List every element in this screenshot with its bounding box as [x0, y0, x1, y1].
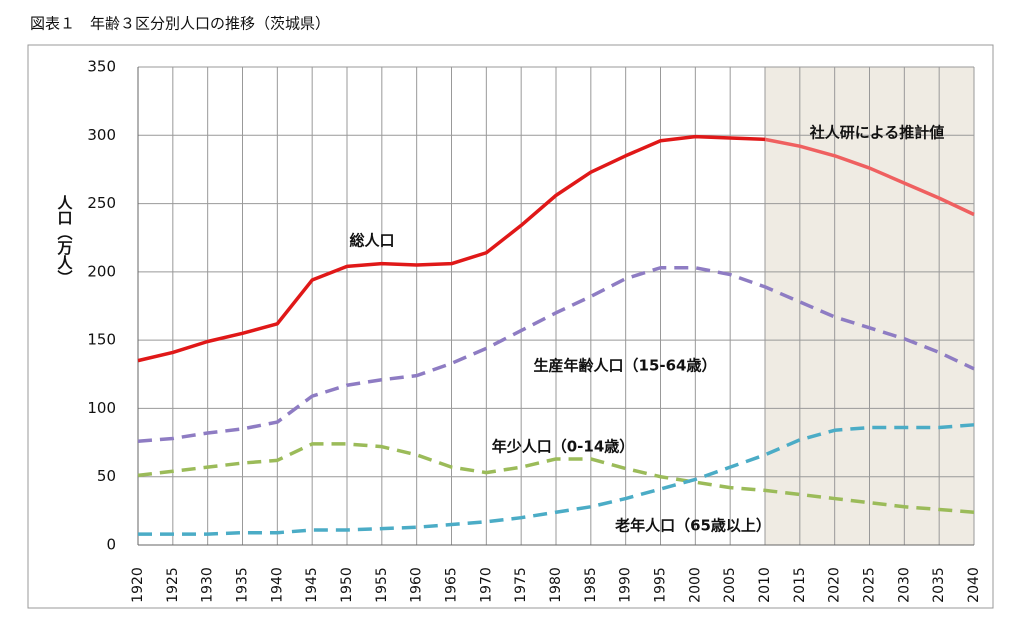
y-tick-label: 50	[97, 467, 116, 485]
y-tick-label: 200	[87, 262, 116, 280]
projection-label: 社人研による推計値	[809, 124, 945, 142]
y-tick-label: 250	[87, 194, 116, 212]
x-tick-label: 2030	[896, 567, 912, 603]
series-line	[138, 423, 975, 536]
x-tick-label: 1950	[339, 567, 355, 603]
series-label: 総人口	[349, 232, 394, 250]
x-tick-label: 1990	[618, 567, 634, 603]
series-label: 生産年齢人口（15-64歳）	[534, 357, 717, 375]
y-tick-label: 150	[87, 331, 116, 349]
x-tick-label: 1955	[374, 567, 390, 603]
x-tick-label: 1935	[235, 567, 251, 603]
series-line	[137, 442, 975, 514]
x-tick-label: 2015	[792, 567, 808, 603]
x-tick-label: 2010	[757, 567, 773, 603]
x-tick-label: 1975	[513, 567, 529, 603]
x-tick-label: 1970	[478, 567, 494, 603]
x-tick-label: 1980	[548, 567, 564, 603]
x-tick-label: 1930	[200, 567, 216, 603]
y-tick-label: 300	[87, 126, 116, 144]
chart-title: 図表１ 年齢３区分別人口の推移（茨城県）	[30, 15, 330, 33]
x-tick-label: 1995	[653, 567, 669, 603]
series-label: 老年人口（65歳以上）	[614, 517, 771, 535]
series-line	[137, 134, 975, 363]
x-tick-label: 2020	[827, 567, 843, 603]
x-tick-label: 1945	[304, 567, 320, 603]
y-tick-label: 0	[106, 536, 116, 554]
y-tick-label: 100	[87, 399, 116, 417]
y-tick-label: 350	[87, 58, 116, 76]
y-axis-label: 人口（万人）	[56, 195, 74, 285]
x-tick-label: 1940	[269, 567, 285, 603]
chart-frame	[27, 44, 994, 609]
x-tick-label: 1925	[165, 567, 181, 603]
x-tick-label: 2035	[931, 567, 947, 603]
series-line	[137, 266, 975, 443]
x-tick-label: 1985	[583, 567, 599, 603]
x-tick-label: 2040	[966, 567, 982, 603]
x-tick-label: 2000	[687, 567, 703, 603]
x-tick-label: 1960	[409, 567, 425, 603]
x-tick-label: 2025	[862, 567, 878, 603]
series-label: 年少人口（0-14歳）	[492, 438, 635, 456]
x-tick-label: 2005	[722, 567, 738, 603]
x-tick-label: 1965	[444, 567, 460, 603]
x-tick-label: 1920	[130, 567, 146, 603]
